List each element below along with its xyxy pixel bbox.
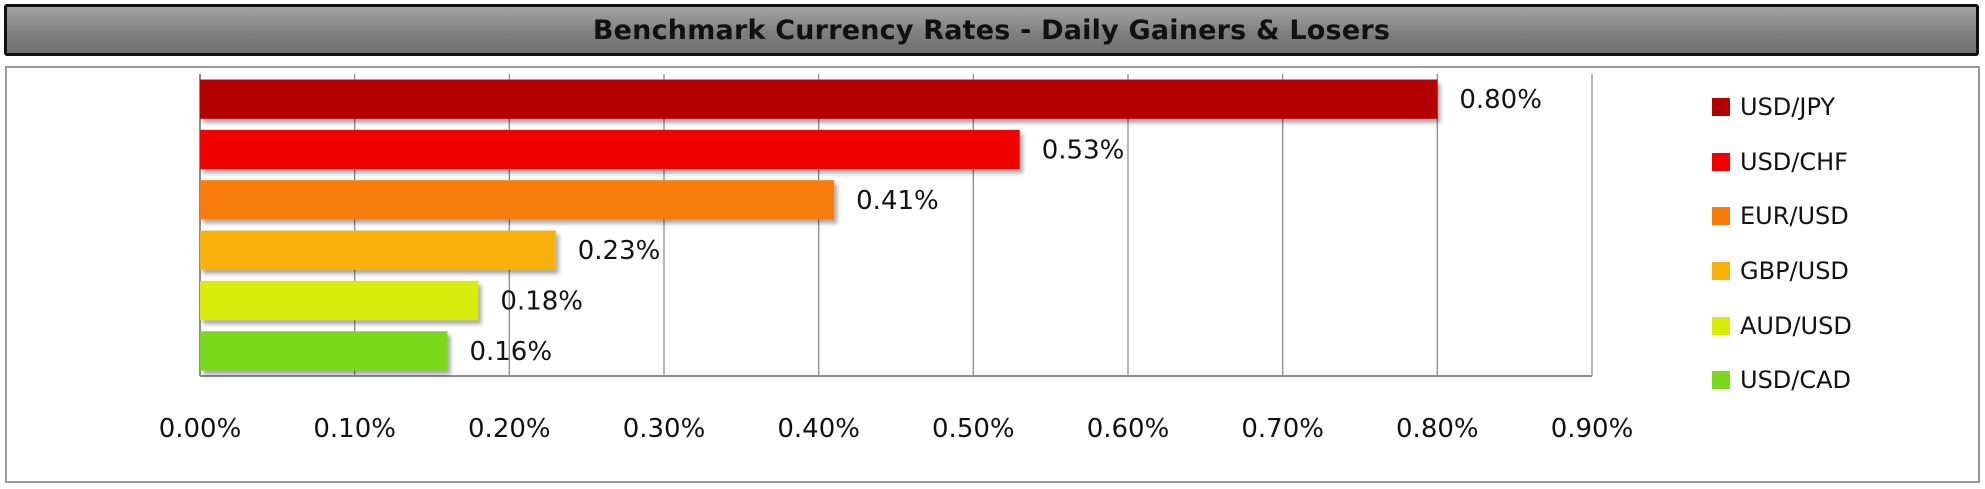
bar-usd-chf: [200, 129, 1020, 170]
data-label-4: 0.18%: [500, 287, 583, 317]
legend-item-usd-jpy: USD/JPY: [1712, 80, 1962, 135]
chart-title-bar: Benchmark Currency Rates - Daily Gainers…: [4, 4, 1979, 56]
x-tick-label-2: 0.20%: [468, 414, 551, 444]
x-tick-label-4: 0.40%: [777, 414, 860, 444]
legend-swatch: [1712, 316, 1730, 335]
x-axis-ticks: 0.00% 0.10% 0.20% 0.30% 0.40% 0.50% 0.60% 0.70%…: [159, 414, 1634, 444]
legend-item-usd-cad: USD/CAD: [1712, 353, 1962, 408]
legend-item-aud-usd: AUD/USD: [1712, 298, 1962, 353]
x-tick-label-9: 0.90%: [1551, 414, 1634, 444]
x-tick-label-8: 0.80%: [1396, 414, 1479, 444]
legend-swatch: [1712, 262, 1730, 281]
bar-eur-usd: [200, 180, 835, 220]
legend-label: USD/CAD: [1740, 366, 1852, 395]
gridlines: [199, 74, 1593, 377]
x-tick-label-7: 0.70%: [1241, 414, 1324, 444]
legend-label: EUR/USD: [1740, 202, 1849, 231]
legend-label: USD/CHF: [1740, 147, 1848, 176]
legend-swatch: [1712, 207, 1730, 226]
bar-usd-jpy: [200, 79, 1438, 119]
data-label-2: 0.41%: [856, 186, 939, 216]
chart-title: Benchmark Currency Rates - Daily Gainers…: [592, 14, 1391, 46]
legend-item-usd-chf: USD/CHF: [1712, 135, 1962, 190]
x-tick-label-0: 0.00%: [159, 414, 242, 444]
data-label-5: 0.16%: [469, 337, 552, 367]
bar-gbp-usd: [200, 230, 556, 270]
legend-swatch: [1712, 152, 1730, 171]
bars: [200, 79, 1438, 371]
legend-item-eur-usd: EUR/USD: [1712, 189, 1962, 244]
bar-usd-cad: [200, 331, 448, 371]
bar-aud-usd: [200, 280, 479, 321]
legend-label: GBP/USD: [1740, 257, 1849, 286]
legend-swatch: [1712, 98, 1730, 117]
legend-item-gbp-usd: GBP/USD: [1712, 244, 1962, 299]
legend: USD/JPY USD/CHF EUR/USD GBP/USD AUD/USD USD/C…: [1712, 80, 1962, 408]
x-tick-label-5: 0.50%: [932, 414, 1015, 444]
x-tick-label-1: 0.10%: [313, 414, 396, 444]
x-tick-label-6: 0.60%: [1087, 414, 1170, 444]
legend-swatch: [1712, 371, 1730, 390]
data-label-1: 0.53%: [1042, 136, 1125, 166]
legend-label: USD/JPY: [1740, 93, 1836, 122]
data-labels: 0.80% 0.53% 0.41% 0.23% 0.18% 0.16%: [469, 85, 1541, 367]
x-tick-label-3: 0.30%: [623, 414, 706, 444]
data-label-0: 0.80%: [1459, 85, 1542, 115]
legend-label: AUD/USD: [1740, 311, 1852, 340]
data-label-3: 0.23%: [578, 236, 661, 266]
